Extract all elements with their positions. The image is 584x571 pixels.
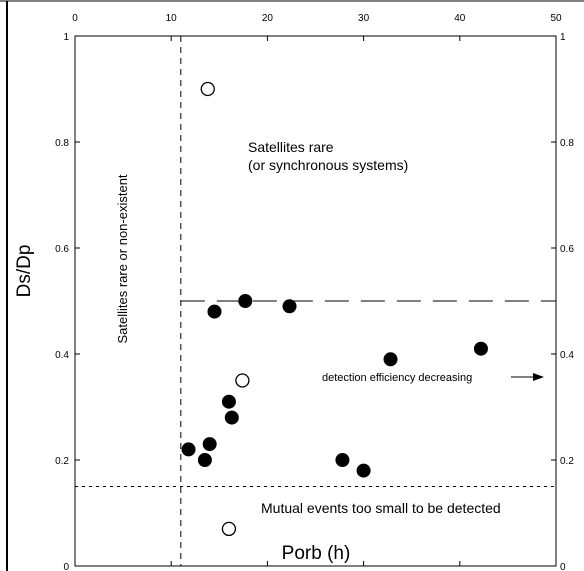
filled-point-4 (221, 394, 236, 409)
annotation-detection-efficiency: detection efficiency decreasing (322, 372, 472, 384)
y-axis-title: Ds/Dp (14, 245, 35, 298)
y-tick-label-right-1: 0.2 (560, 456, 574, 467)
x-tick-label-top-3: 30 (358, 13, 370, 24)
filled-point-7 (282, 299, 297, 314)
y-tick-label-right-5: 1 (560, 32, 566, 43)
annotation-vertical-label: Satellites rare or non-existent (115, 174, 130, 343)
y-tick-label-left-1: 0.2 (55, 456, 69, 467)
annotation-mutual-events: Mutual events too small to be detected (261, 500, 501, 516)
filled-point-2 (202, 437, 217, 452)
annotation-satellites-rare-line1: Satellites rare (248, 139, 334, 155)
y-tick-label-left-0: 0 (63, 562, 69, 571)
y-tick-label-left-4: 0.8 (55, 138, 69, 149)
x-tick-label-top-4: 40 (454, 13, 466, 24)
x-tick-label-top-1: 10 (166, 13, 178, 24)
filled-point-11 (473, 341, 488, 356)
annotation-satellites-rare-line2: (or synchronous systems) (248, 157, 408, 173)
y-tick-label-left-3: 0.6 (55, 244, 69, 255)
filled-point-0 (181, 442, 196, 457)
y-axis-right: 0 0.2 0.4 0.6 0.8 1 (551, 32, 574, 571)
filled-point-6 (238, 294, 253, 308)
filled-point-1 (197, 453, 212, 467)
reference-lines (75, 36, 556, 566)
filled-point-9 (356, 463, 371, 478)
filled-point-3 (207, 304, 222, 319)
x-tick-label-top-2: 20 (262, 13, 274, 24)
y-tick-label-right-0: 0 (560, 562, 566, 571)
open-point-2 (221, 521, 237, 537)
open-point-0 (200, 81, 215, 97)
y-axis-left: 0 0.2 0.4 0.6 0.8 1 (55, 32, 80, 571)
x-tick-label-top-0: 0 (72, 13, 78, 24)
x-axis-title: Porb (h) (282, 543, 351, 564)
x-tick-label-top-5: 50 (550, 13, 562, 24)
y-tick-label-left-5: 1 (63, 32, 69, 43)
filled-point-5 (224, 410, 239, 425)
x-axis-top: 0 10 20 30 40 50 (72, 13, 562, 41)
open-point-1 (235, 373, 250, 388)
filled-point-10 (383, 352, 398, 367)
y-tick-label-right-4: 0.8 (560, 138, 574, 149)
y-tick-label-right-3: 0.6 (560, 244, 574, 255)
filled-point-8 (335, 453, 350, 467)
arrow-right-icon (511, 373, 544, 381)
data-points (181, 81, 488, 537)
y-tick-label-left-2: 0.4 (55, 350, 69, 361)
y-tick-label-right-2: 0.4 (560, 350, 574, 361)
